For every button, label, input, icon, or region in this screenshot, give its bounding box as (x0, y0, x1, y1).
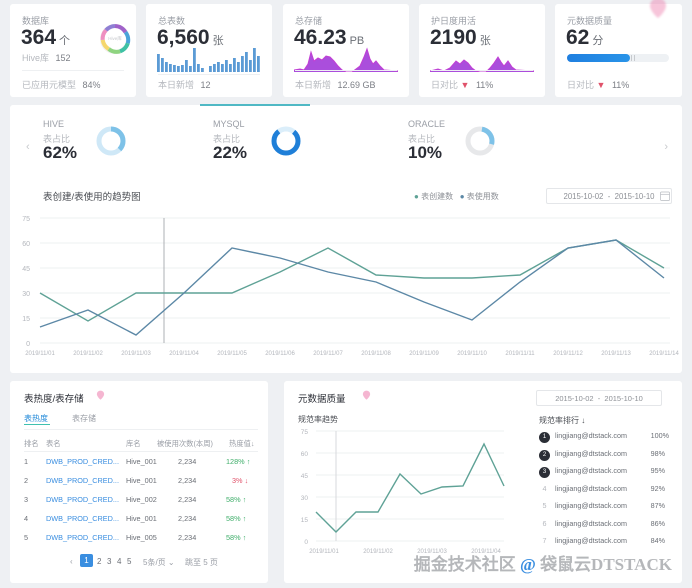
svg-text:2019/11/11: 2019/11/11 (505, 351, 535, 357)
svg-text:2019/11/10: 2019/11/10 (457, 351, 487, 357)
svg-text:2019/11/06: 2019/11/06 (265, 351, 295, 357)
svg-text:60: 60 (22, 241, 30, 248)
svg-text:2019/11/13: 2019/11/13 (601, 351, 631, 357)
svg-text:30: 30 (301, 495, 309, 502)
svg-text:2019/11/08: 2019/11/08 (361, 351, 391, 357)
svg-text:15: 15 (22, 316, 30, 323)
svg-text:2019/11/02: 2019/11/02 (363, 549, 393, 555)
svg-text:45: 45 (22, 266, 30, 273)
svg-text:0: 0 (26, 341, 30, 348)
svg-text:0: 0 (304, 539, 308, 546)
svg-text:2019/11/05: 2019/11/05 (217, 351, 247, 357)
svg-text:Hive库: Hive库 (108, 35, 122, 42)
svg-text:2019/11/01: 2019/11/01 (25, 351, 55, 357)
svg-text:2019/11/09: 2019/11/09 (409, 351, 439, 357)
svg-text:75: 75 (22, 216, 30, 223)
svg-text:2019/11/01: 2019/11/01 (309, 549, 339, 555)
svg-text:2019/11/12: 2019/11/12 (553, 351, 583, 357)
svg-text:2019/11/02: 2019/11/02 (73, 351, 103, 357)
svg-text:30: 30 (22, 291, 30, 298)
svg-text:45: 45 (301, 473, 309, 480)
svg-text:75: 75 (301, 429, 309, 436)
svg-text:2019/11/14: 2019/11/14 (649, 351, 679, 357)
svg-text:2019/11/03: 2019/11/03 (121, 351, 151, 357)
svg-text:2019/11/07: 2019/11/07 (313, 351, 343, 357)
svg-text:60: 60 (301, 451, 309, 458)
svg-text:15: 15 (301, 517, 309, 524)
svg-text:2019/11/04: 2019/11/04 (169, 351, 199, 357)
